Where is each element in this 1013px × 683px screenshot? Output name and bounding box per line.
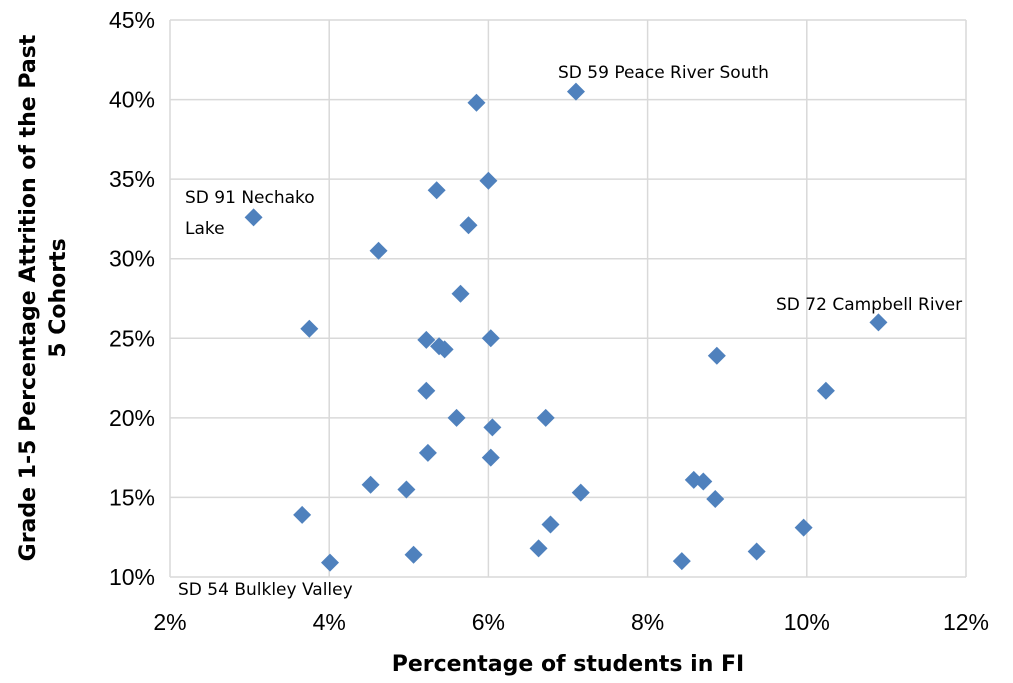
y-tick-label: 15% — [109, 484, 155, 510]
data-point-marker — [541, 515, 560, 534]
x-tick-label: 12% — [943, 609, 989, 635]
y-tick-label: 45% — [109, 7, 155, 33]
data-point-marker — [481, 448, 500, 467]
data-point-marker — [447, 408, 466, 427]
data-point-marker — [747, 542, 766, 561]
gridlines — [169, 19, 967, 578]
data-point-marker — [672, 552, 691, 571]
data-point-marker — [404, 545, 423, 564]
x-tick-labels: 2% 4% 6% 8% 10% 12% — [153, 609, 989, 635]
y-axis-title-line1: Grade 1-5 Percentage Attrition of the Pa… — [16, 34, 41, 561]
data-point-marker — [293, 505, 312, 524]
annotation-sd59: SD 59 Peace River South — [558, 63, 769, 83]
data-point-marker — [481, 329, 500, 348]
y-tick-label: 30% — [109, 246, 155, 272]
data-point-marker — [794, 518, 813, 537]
data-point-marker — [706, 490, 725, 509]
data-point-marker — [320, 553, 339, 572]
data-point-marker — [467, 93, 486, 112]
y-tick-label: 10% — [109, 564, 155, 590]
data-point-marker — [427, 181, 446, 200]
data-point-marker — [244, 208, 263, 227]
point-annotations: SD 59 Peace River South SD 91 Nechako La… — [178, 63, 962, 600]
y-tick-labels: 10% 15% 20% 25% 30% 35% 40% 45% — [109, 7, 155, 590]
data-point-marker — [361, 475, 380, 494]
annotation-sd72: SD 72 Campbell River — [776, 295, 962, 315]
data-point-marker — [529, 539, 548, 558]
y-tick-label: 25% — [109, 325, 155, 351]
annotation-sd91-line2: Lake — [185, 219, 225, 239]
y-tick-label: 40% — [109, 87, 155, 113]
data-point-marker — [417, 330, 436, 349]
data-point-marker — [435, 340, 454, 359]
data-point-marker — [418, 443, 437, 462]
data-point-marker — [417, 381, 436, 400]
x-tick-label: 8% — [631, 609, 664, 635]
annotation-sd54: SD 54 Bulkley Valley — [178, 580, 353, 600]
x-tick-label: 4% — [313, 609, 346, 635]
data-point-marker — [459, 216, 478, 235]
x-tick-label: 2% — [153, 609, 186, 635]
x-axis-title: Percentage of students in FI — [392, 652, 745, 677]
x-tick-label: 10% — [784, 609, 830, 635]
data-point-marker — [483, 418, 502, 437]
data-point-marker — [869, 313, 888, 332]
data-point-marker — [300, 319, 319, 338]
data-point-marker — [369, 241, 388, 260]
data-point-marker — [816, 381, 835, 400]
data-point-marker — [397, 480, 416, 499]
data-point-marker — [536, 408, 555, 427]
x-tick-label: 6% — [472, 609, 505, 635]
y-tick-label: 35% — [109, 166, 155, 192]
data-point-marker — [451, 284, 470, 303]
y-axis-title-line2: 5 Cohorts — [46, 238, 71, 357]
data-point-marker — [694, 472, 713, 491]
y-tick-label: 20% — [109, 405, 155, 431]
data-point-marker — [479, 171, 498, 190]
data-point-marker — [707, 346, 726, 365]
data-point-marker — [566, 82, 585, 101]
annotation-sd91-line1: SD 91 Nechako — [185, 188, 315, 208]
data-points — [244, 82, 888, 572]
data-point-marker — [571, 483, 590, 502]
